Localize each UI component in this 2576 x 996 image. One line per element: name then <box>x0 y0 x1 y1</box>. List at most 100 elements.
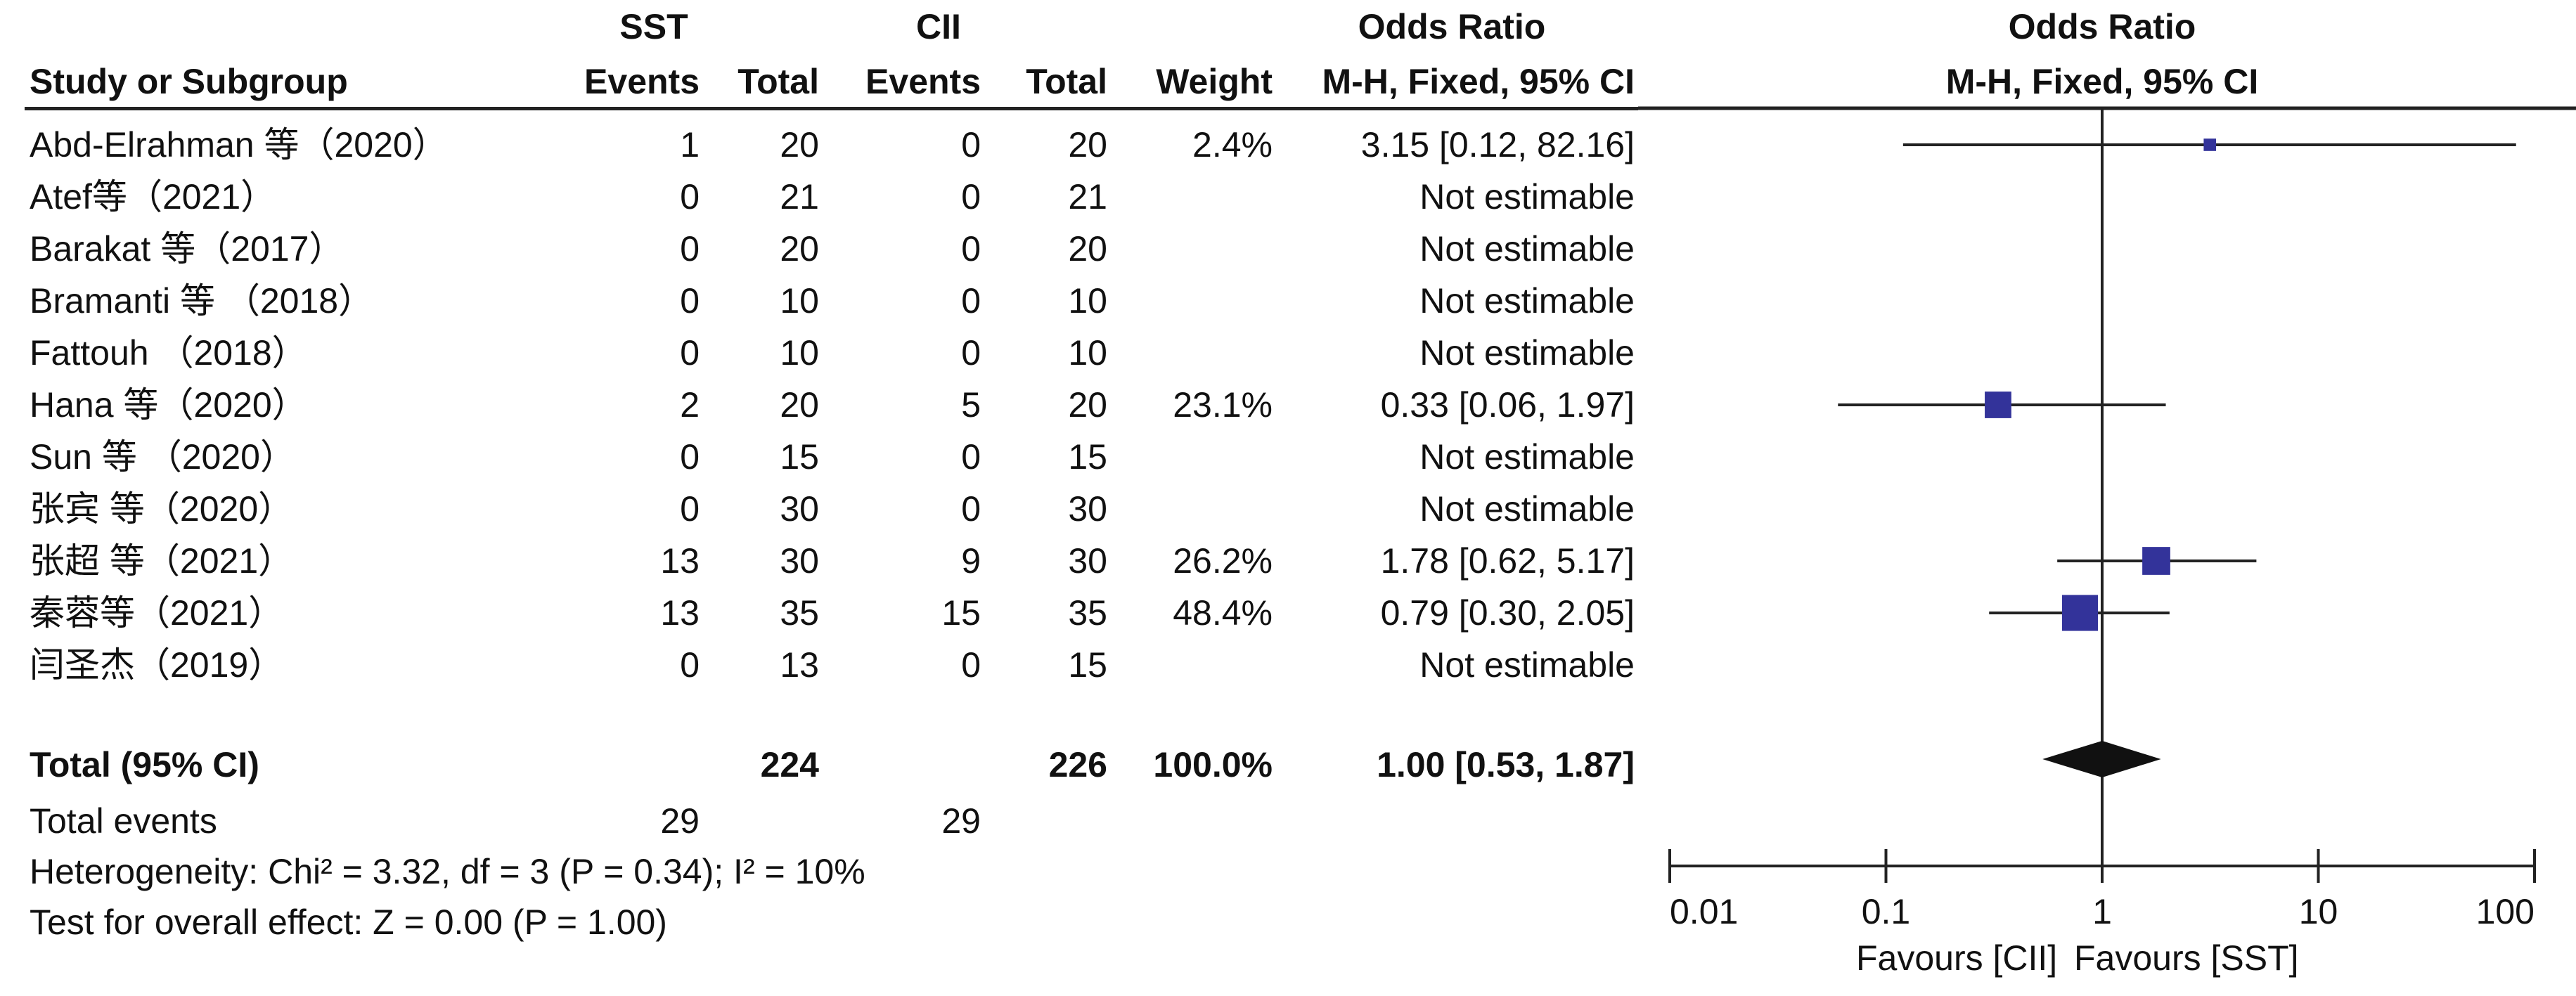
cell-ci: 0.33 [0.06, 1.97] <box>1380 385 1635 425</box>
cell-name: 秦蓉等（2021） <box>30 593 284 633</box>
plot-method-header: M-H, Fixed, 95% CI <box>1945 62 2259 101</box>
cell-n1: 20 <box>780 229 819 269</box>
cell-name: 张宾 等（2020） <box>30 489 294 529</box>
cell-e2: 0 <box>961 645 981 685</box>
total-events2: 29 <box>941 801 981 841</box>
cell-n1: 30 <box>780 541 819 581</box>
group2-header: CII <box>916 7 961 46</box>
pooled-diamond <box>2042 741 2161 777</box>
cell-e1: 1 <box>680 125 700 164</box>
cell-name: Fattouh （2018） <box>30 333 307 373</box>
cell-n1: 10 <box>780 281 819 321</box>
plot-odds-ratio-header: Odds Ratio <box>2008 7 2196 46</box>
cell-n1: 30 <box>780 489 819 529</box>
cell-ci: Not estimable <box>1419 281 1635 321</box>
cell-n1: 20 <box>780 385 819 425</box>
study-marker <box>2203 138 2217 151</box>
cell-e2: 0 <box>961 177 981 216</box>
x-tick-label: 0.01 <box>1670 892 1738 931</box>
cell-e1: 13 <box>660 541 700 581</box>
cell-name: Hana 等（2020） <box>30 385 307 425</box>
study-marker <box>1985 392 2011 418</box>
cell-e1: 0 <box>680 437 700 477</box>
study-marker <box>2061 595 2099 631</box>
study-header: Study or Subgroup <box>30 62 348 101</box>
cell-weight: 26.2% <box>1173 541 1273 581</box>
cell-name: 闫圣杰（2019） <box>30 645 284 685</box>
cell-n1: 13 <box>780 645 819 685</box>
total-weight: 100.0% <box>1153 745 1273 784</box>
total-label: Total (95% CI) <box>30 745 259 784</box>
cell-name: 张超 等（2021） <box>30 541 294 581</box>
cell-e2: 5 <box>961 385 981 425</box>
cell-n1: 21 <box>780 177 819 216</box>
study-marker <box>2142 547 2170 575</box>
cell-ci: 1.78 [0.62, 5.17] <box>1380 541 1635 581</box>
cell-e2: 0 <box>961 437 981 477</box>
weight-header: Weight <box>1156 62 1273 101</box>
cell-ci: Not estimable <box>1419 177 1635 216</box>
total-events1: 29 <box>660 801 700 841</box>
total1-header: Total <box>738 62 819 101</box>
cell-e1: 2 <box>680 385 700 425</box>
cell-e2: 0 <box>961 125 981 164</box>
x-axis-ticks: 0.01 0.1 1 10 100 <box>1668 849 2536 931</box>
heterogeneity-text: Heterogeneity: Chi² = 3.32, df = 3 (P = … <box>30 852 865 891</box>
cell-e1: 0 <box>680 229 700 269</box>
cell-e1: 0 <box>680 489 700 529</box>
cell-e2: 0 <box>961 229 981 269</box>
overall-effect-text: Test for overall effect: Z = 0.00 (P = 1… <box>30 903 667 942</box>
cell-n2: 30 <box>1068 489 1107 529</box>
cell-n2: 35 <box>1068 593 1107 633</box>
cell-n2: 10 <box>1068 281 1107 321</box>
odds-ratio-header: Odds Ratio <box>1358 7 1546 46</box>
events2-header: Events <box>865 62 981 101</box>
x-tick-label: 0.1 <box>1862 892 1911 931</box>
x-tick-label: 100 <box>2476 892 2535 931</box>
cell-ci: Not estimable <box>1419 437 1635 477</box>
cell-ci: Not estimable <box>1419 333 1635 373</box>
cell-n2: 30 <box>1068 541 1107 581</box>
cell-e2: 0 <box>961 489 981 529</box>
cell-e2: 15 <box>941 593 981 633</box>
cell-e1: 0 <box>680 281 700 321</box>
events1-header: Events <box>584 62 700 101</box>
total-n1: 224 <box>760 745 819 784</box>
cell-n1: 10 <box>780 333 819 373</box>
cell-name: Sun 等 （2020） <box>30 437 295 477</box>
cell-weight: 2.4% <box>1192 125 1273 164</box>
favours-left-label: Favours [CII] <box>1856 938 2058 978</box>
cell-ci: Not estimable <box>1419 645 1635 685</box>
cell-name: Barakat 等（2017） <box>30 229 344 269</box>
plot-marks <box>1838 138 2516 777</box>
cell-n2: 10 <box>1068 333 1107 373</box>
cell-e1: 0 <box>680 177 700 216</box>
cell-e1: 13 <box>660 593 700 633</box>
cell-n2: 15 <box>1068 645 1107 685</box>
cell-n2: 20 <box>1068 229 1107 269</box>
x-tick-label: 10 <box>2299 892 2338 931</box>
cell-n2: 20 <box>1068 125 1107 164</box>
cell-n2: 21 <box>1068 177 1107 216</box>
cell-n1: 35 <box>780 593 819 633</box>
cell-name: Abd-Elrahman 等（2020） <box>30 125 448 164</box>
x-tick-label: 1 <box>2092 892 2112 931</box>
cell-e2: 0 <box>961 333 981 373</box>
cell-ci: 3.15 [0.12, 82.16] <box>1360 125 1635 164</box>
total2-header: Total <box>1026 62 1107 101</box>
cell-ci: Not estimable <box>1419 229 1635 269</box>
header-rule <box>25 107 1638 110</box>
cell-n2: 20 <box>1068 385 1107 425</box>
cell-name: Atef等（2021） <box>30 177 276 216</box>
total-ci: 1.00 [0.53, 1.87] <box>1377 745 1635 784</box>
total-n2: 226 <box>1048 745 1107 784</box>
cell-e2: 0 <box>961 281 981 321</box>
cell-name: Bramanti 等 （2018） <box>30 281 374 321</box>
favours-right-label: Favours [SST] <box>2074 938 2299 978</box>
cell-n1: 15 <box>780 437 819 477</box>
cell-e1: 0 <box>680 645 700 685</box>
cell-e2: 9 <box>961 541 981 581</box>
total-events-label: Total events <box>30 801 217 841</box>
